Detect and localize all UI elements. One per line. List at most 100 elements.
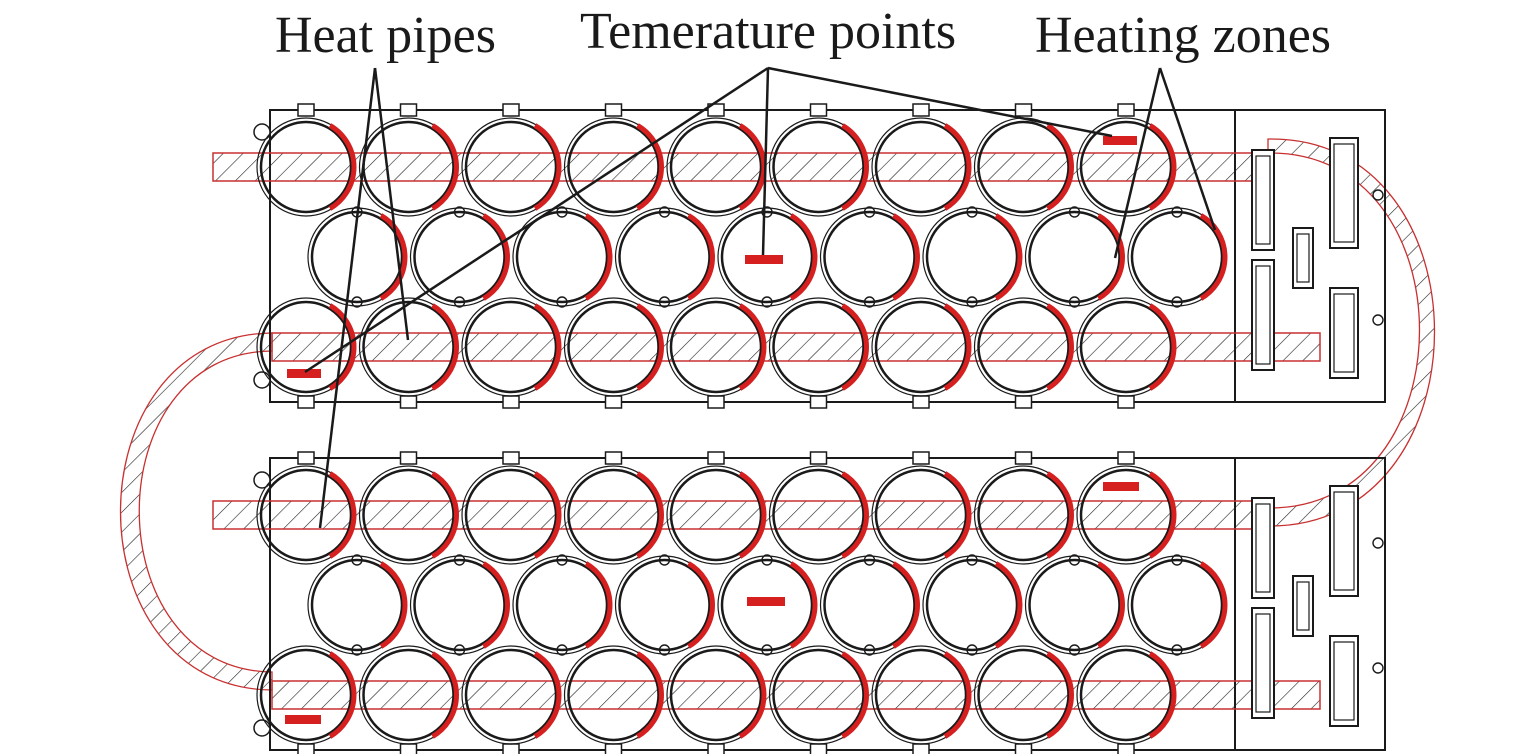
battery-modules [212,103,1386,754]
battery-cell [772,468,865,562]
connector-block [1329,485,1359,597]
battery-cell [874,300,968,394]
battery-cell [464,300,558,394]
connector-inner [1333,491,1355,591]
frame-tab [707,451,725,465]
frame-tab [502,451,520,465]
frame-tab [297,395,315,409]
heating-zones-leader [1158,67,1217,231]
battery-cell [618,558,711,652]
heating-zones-label: Heating zones [1035,7,1331,64]
battery-cell [874,468,968,562]
connector-block [1329,635,1359,727]
frame-tab [604,395,623,409]
frame-tab [707,395,725,409]
module-2 [212,451,1386,754]
heating-zone [533,471,562,559]
connector-block [1251,149,1275,251]
battery-cell [515,210,609,304]
battery-cell [1079,300,1173,394]
heating-zone [1148,123,1177,211]
heat-pipe [271,680,1321,710]
battery-cell [1130,558,1224,652]
heating-zone [431,123,459,211]
frame-ear [253,719,271,737]
frame-tab [399,743,418,754]
battery-cell [464,648,558,742]
battery-cell [259,300,353,394]
battery-cell [567,120,660,214]
battery-cell [977,120,1070,214]
frame-tab [297,451,315,465]
battery-cell [413,558,506,652]
battery-cell [1079,648,1173,742]
heating-zone [636,123,664,211]
temperature-points-leader [767,66,1113,138]
temperature-point [285,715,321,724]
heat-pipe-loops [119,138,1435,691]
connector-inner [1255,613,1271,713]
heating-zone [687,561,715,649]
connector-block [1292,575,1314,637]
battery-cell [669,300,763,394]
heating-zone [1148,303,1177,391]
heating-zone [328,123,357,211]
heating-zone [943,303,972,391]
frame-tab [707,103,725,117]
heating-zone [738,123,767,211]
module-frame [269,457,1386,751]
heating-zone [1199,561,1228,649]
mount-hole [1372,189,1384,201]
battery-cell [874,120,968,214]
connector-inner [1296,581,1310,631]
heating-zone [1046,471,1074,559]
battery-cell [720,210,814,304]
connector-block [1292,227,1314,289]
battery-cell [772,300,865,394]
frame-tab [1117,451,1135,465]
frame-tab [1117,103,1135,117]
battery-cell [259,648,353,742]
battery-cell [362,468,455,562]
heating-zone [943,123,972,211]
battery-cell [720,558,814,652]
mount-hole [1372,314,1384,326]
heating-zone [1097,213,1125,301]
connector-inner [1255,265,1271,365]
connector-inner [1255,503,1271,593]
mount-hole [1372,662,1384,674]
frame-tab [1117,743,1135,754]
heating-zone [841,651,869,739]
temperature-points-leader [761,67,770,256]
battery-cell [259,468,353,562]
battery-cell [362,648,455,742]
frame-tab [502,395,520,409]
battery-cell [362,300,455,394]
battery-cell [464,120,558,214]
temperature-point [1103,482,1139,491]
heating-zone [431,471,459,559]
battery-cell [567,648,660,742]
frame-tab [809,103,828,117]
battery-cell [977,468,1070,562]
battery-cell [669,120,763,214]
frame-tab [297,103,315,117]
frame-ear [253,123,271,141]
connector-inner [1333,293,1355,373]
frame-tab [1014,451,1033,465]
heating-zone [1148,651,1177,739]
frame-ear [253,471,271,489]
battery-cell [669,648,763,742]
temperature-points-leader [304,66,769,374]
frame-ear [253,371,271,389]
heating-zone [636,303,664,391]
battery-cell [618,210,711,304]
battery-cell [1028,558,1121,652]
connector-block [1251,607,1275,719]
heating-zone [789,561,818,649]
heating-zone [738,303,767,391]
heating-zone [892,561,920,649]
heating-zone [841,471,869,559]
heating-zone [533,651,562,739]
temperature-point [747,597,785,606]
